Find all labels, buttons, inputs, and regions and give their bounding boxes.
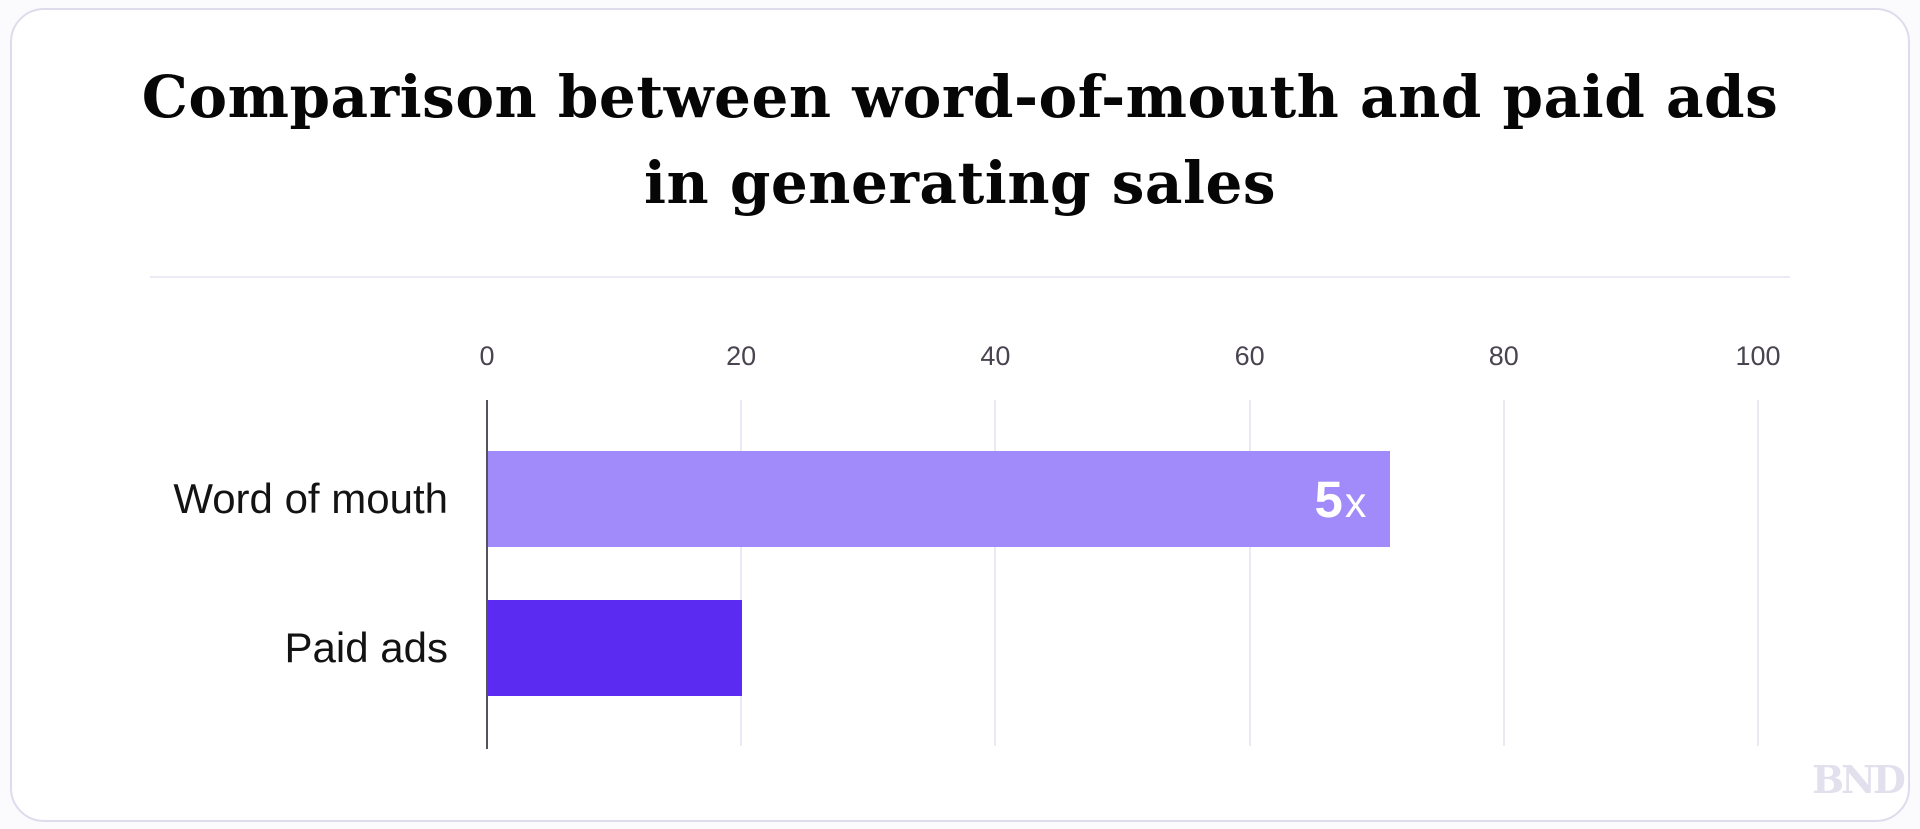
gridline-80 [1502, 400, 1505, 746]
y-axis-line [486, 400, 488, 749]
gridline-100 [1757, 400, 1759, 746]
x-tick-label-40: 40 [980, 341, 1011, 371]
x-tick-label-60: 60 [1234, 341, 1265, 371]
chart-title-line-2: in generating sales [643, 149, 1277, 217]
title-divider [150, 276, 1790, 278]
gridline-20 [740, 400, 743, 746]
x-tick-label-20: 20 [726, 341, 757, 371]
x-tick-label-0: 0 [479, 341, 495, 371]
bar-word-of-mouth: 5x [488, 451, 1391, 547]
bnd-watermark-logo: BND [1812, 757, 1906, 802]
gridline-60 [1248, 400, 1251, 746]
x-tick-label-100: 100 [1735, 341, 1781, 371]
chart-card [10, 8, 1910, 822]
x-tick-label-80: 80 [1488, 341, 1519, 371]
chart-title-line-1: Comparison between word-of-mouth and pai… [141, 63, 1779, 131]
category-label-paid-ads: Paid ads [284, 624, 448, 671]
gridline-40 [994, 400, 997, 746]
category-label-word-of-mouth: Word of mouth [173, 475, 448, 522]
plot-area: 5x [486, 400, 1759, 749]
bar-paid-ads [488, 600, 743, 696]
bar-value-label: 5x [1314, 470, 1367, 528]
chart-title: Comparison between word-of-mouth and pai… [0, 54, 1920, 226]
